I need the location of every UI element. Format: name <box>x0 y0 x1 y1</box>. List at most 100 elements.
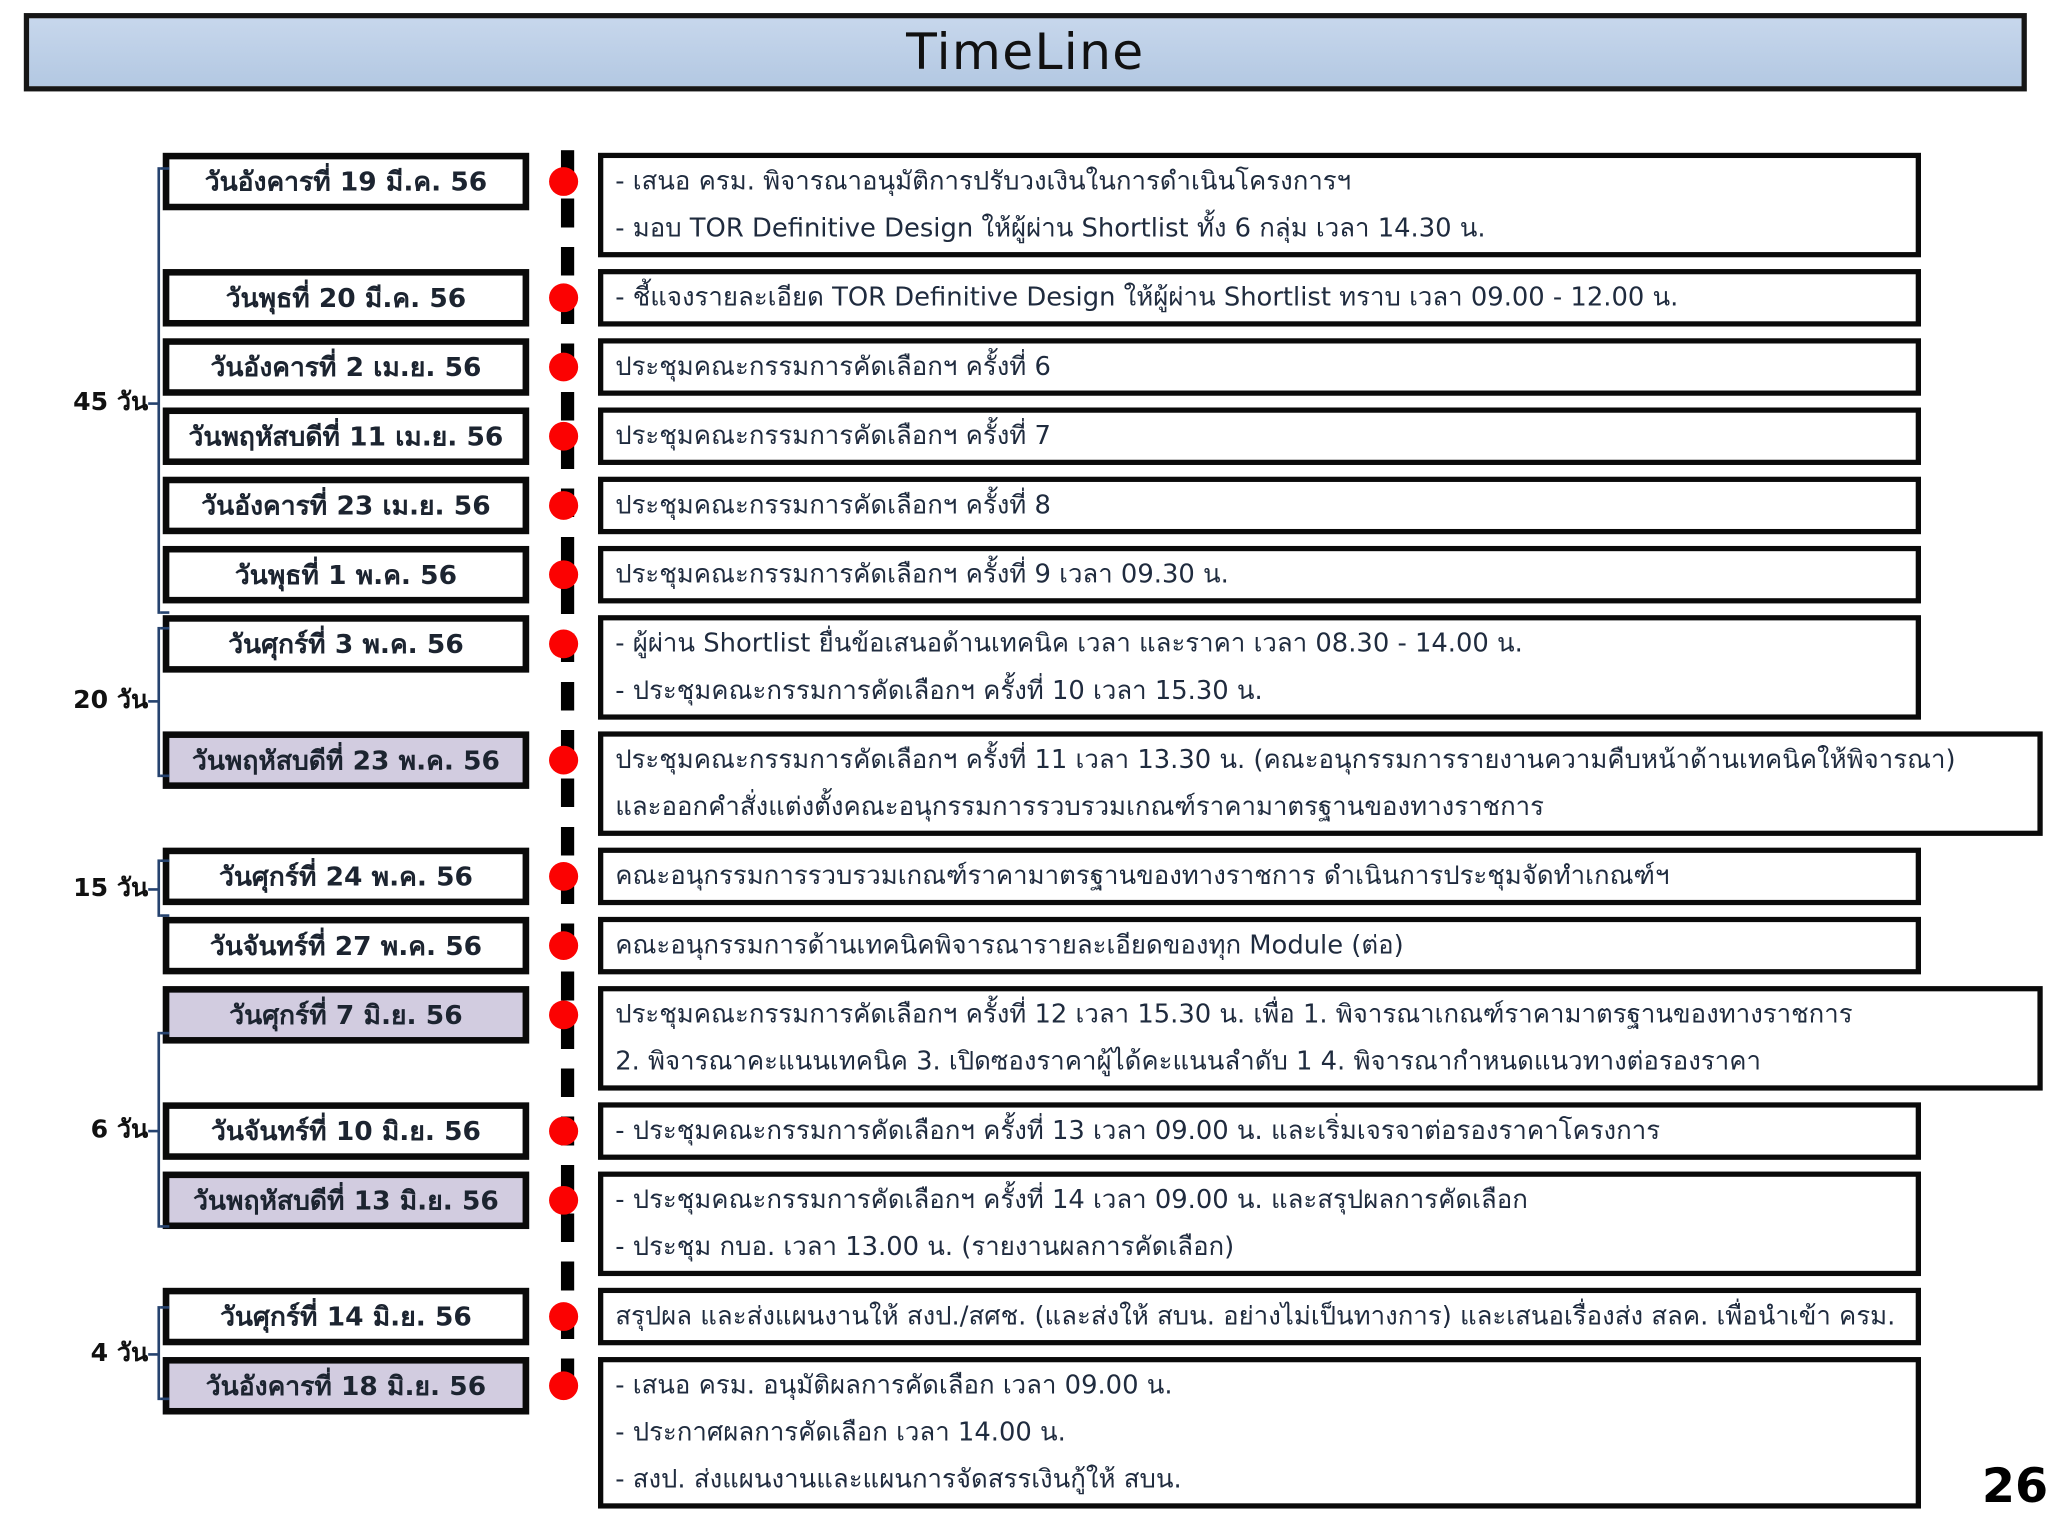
description-box: ประชุมคณะกรรมการคัดเลือกฯ ครั้งที่ 6 <box>597 338 1921 396</box>
bracket-tick <box>148 700 159 703</box>
description-line: คณะอนุกรรมการรวบรวมเกณฑ์ราคามาตรฐานของทา… <box>615 860 1670 891</box>
timeline-row: วันจันทร์ที่ 10 มิ.ย. 56 - ประชุมคณะกรรมก… <box>0 1102 2048 1160</box>
description-line: - ประกาศผลการคัดเลือก เวลา 14.00 น. <box>615 1417 1066 1448</box>
duration-bracket <box>148 1306 170 1401</box>
date-box: วันศุกร์ที่ 14 มิ.ย. 56 <box>162 1287 530 1346</box>
dot-column <box>529 546 598 590</box>
description-box: ประชุมคณะกรรมการคัดเลือกฯ ครั้งที่ 8 <box>597 476 1921 535</box>
description-line: ประชุมคณะกรรมการคัดเลือกฯ ครั้งที่ 7 <box>615 420 1051 451</box>
milestone-dot-icon <box>549 1371 579 1401</box>
dot-column <box>529 1172 598 1215</box>
timeline-row: วันศุกร์ที่ 7 มิ.ย. 56 ประชุมคณะกรรมการคั… <box>0 986 2048 1091</box>
description-box: คณะอนุกรรมการด้านเทคนิคพิจารณารายละเอียด… <box>597 916 1921 975</box>
dot-column <box>529 153 598 196</box>
milestone-dot-icon <box>549 629 579 659</box>
date-box: วันศุกร์ที่ 3 พ.ค. 56 <box>162 615 530 673</box>
page-number: 26 <box>1981 1460 2048 1514</box>
description-line: ประชุมคณะกรรมการคัดเลือกฯ ครั้งที่ 11 เว… <box>615 744 1956 775</box>
bracket-tick <box>148 1353 159 1356</box>
duration-bracket <box>148 167 170 614</box>
timeline-row: วันอังคารที่ 19 มี.ค. 56 - เสนอ ครม. พิจา… <box>0 152 2048 258</box>
description-line: - เสนอ ครม. พิจารณาอนุมัติการปรับวงเงินใ… <box>615 165 1352 196</box>
dot-column <box>529 917 598 960</box>
dot-column <box>529 477 598 520</box>
description-line: - ประชุมคณะกรรมการคัดเลือกฯ ครั้งที่ 14 … <box>615 1184 1528 1215</box>
dot-column <box>529 1288 598 1331</box>
milestone-dot-icon <box>549 1185 579 1215</box>
description-line: 2. พิจารณาคะแนนเทคนิค 3. เปิดซองราคาผู้ไ… <box>615 1046 1761 1077</box>
description-box: คณะอนุกรรมการรวบรวมเกณฑ์ราคามาตรฐานของทา… <box>597 847 1921 906</box>
timeline-row: วันอังคารที่ 2 เม.ย. 56 ประชุมคณะกรรมการค… <box>0 338 2048 396</box>
dot-column <box>529 986 598 1030</box>
description-box: - ชี้แจงรายละเอียด TOR Definitive Design… <box>597 269 1921 327</box>
milestone-dot-icon <box>549 1302 579 1331</box>
timeline-row: วันพุธที่ 1 พ.ค. 56 ประชุมคณะกรรมการคัดเล… <box>0 545 2048 604</box>
description-box: สรุปผล และส่งแผนงานให้ สงป./สศช. (และส่ง… <box>597 1287 1921 1346</box>
date-box: วันอังคารที่ 2 เม.ย. 56 <box>162 338 530 396</box>
timeline-row: วันพฤหัสบดีที่ 23 พ.ค. 56 ประชุมคณะกรรมกา… <box>0 731 2048 836</box>
date-box: วันอังคารที่ 18 มิ.ย. 56 <box>162 1357 530 1415</box>
description-line: ประชุมคณะกรรมการคัดเลือกฯ ครั้งที่ 8 <box>615 489 1051 520</box>
date-box: วันจันทร์ที่ 27 พ.ค. 56 <box>162 916 530 975</box>
description-box: ประชุมคณะกรรมการคัดเลือกฯ ครั้งที่ 9 เวล… <box>597 545 1921 604</box>
date-box: วันพุธที่ 1 พ.ค. 56 <box>162 545 530 604</box>
duration-bracket <box>148 859 170 917</box>
description-line: และออกคำสั่งแต่งตั้งคณะอนุกรรมการรวบรวมเ… <box>615 791 1545 822</box>
description-line: - ประชุมคณะกรรมการคัดเลือกฯ ครั้งที่ 13 … <box>615 1115 1661 1146</box>
dot-column <box>529 408 598 451</box>
date-box: วันศุกร์ที่ 24 พ.ค. 56 <box>162 847 530 906</box>
description-box: - ประชุมคณะกรรมการคัดเลือกฯ ครั้งที่ 13 … <box>597 1102 1921 1160</box>
dot-column <box>529 1357 598 1401</box>
timeline-row: วันอังคารที่ 23 เม.ย. 56 ประชุมคณะกรรมการ… <box>0 476 2048 535</box>
dot-column <box>529 848 598 891</box>
page-title: TimeLine <box>906 23 1145 81</box>
bracket-tick <box>148 888 159 891</box>
description-box: ประชุมคณะกรรมการคัดเลือกฯ ครั้งที่ 7 <box>597 407 1921 465</box>
description-line: - เสนอ ครม. อนุมัติผลการคัดเลือก เวลา 09… <box>615 1370 1173 1401</box>
milestone-dot-icon <box>549 931 579 960</box>
dot-column <box>529 731 598 775</box>
milestone-dot-icon <box>549 1116 579 1146</box>
description-box: - เสนอ ครม. พิจารณาอนุมัติการปรับวงเงินใ… <box>597 152 1921 258</box>
description-line: - ผู้ผ่าน Shortlist ยื่นข้อเสนอด้านเทคนิ… <box>615 628 1523 659</box>
dot-column <box>529 1102 598 1146</box>
milestone-dot-icon <box>549 352 579 382</box>
date-box: วันอังคารที่ 19 มี.ค. 56 <box>162 152 530 211</box>
timeline-row: วันพฤหัสบดีที่ 11 เม.ย. 56 ประชุมคณะกรรมก… <box>0 407 2048 465</box>
duration-label: 20 วัน <box>73 685 149 715</box>
timeline-row: วันพุธที่ 20 มี.ค. 56 - ชี้แจงรายละเอียด … <box>0 269 2048 327</box>
description-box: - ผู้ผ่าน Shortlist ยื่นข้อเสนอด้านเทคนิ… <box>597 615 1921 720</box>
description-line: คณะอนุกรรมการด้านเทคนิคพิจารณารายละเอียด… <box>615 929 1404 960</box>
timeline-row: วันศุกร์ที่ 3 พ.ค. 56 - ผู้ผ่าน Shortlist… <box>0 615 2048 720</box>
date-box: วันพฤหัสบดีที่ 11 เม.ย. 56 <box>162 407 530 465</box>
milestone-dot-icon <box>549 745 579 775</box>
milestone-dot-icon <box>549 862 579 891</box>
milestone-dot-icon <box>549 421 579 451</box>
date-box: วันพุธที่ 20 มี.ค. 56 <box>162 269 530 327</box>
description-line: ประชุมคณะกรรมการคัดเลือกฯ ครั้งที่ 6 <box>615 351 1051 382</box>
milestone-dot-icon <box>549 283 579 313</box>
milestone-dot-icon <box>549 491 579 520</box>
description-line: - ชี้แจงรายละเอียด TOR Definitive Design… <box>615 282 1679 313</box>
description-line: ประชุมคณะกรรมการคัดเลือกฯ ครั้งที่ 12 เว… <box>615 999 1853 1030</box>
duration-label: 6 วัน <box>90 1115 149 1145</box>
date-box: วันพฤหัสบดีที่ 13 มิ.ย. 56 <box>162 1171 530 1230</box>
timeline-row: วันจันทร์ที่ 27 พ.ค. 56 คณะอนุกรรมการด้าน… <box>0 916 2048 975</box>
bracket-tick <box>148 1129 159 1133</box>
timeline-row: วันศุกร์ที่ 14 มิ.ย. 56 สรุปผล และส่งแผนง… <box>0 1287 2048 1346</box>
milestone-dot-icon <box>549 167 579 196</box>
timeline-row: วันพฤหัสบดีที่ 13 มิ.ย. 56 - ประชุมคณะกรร… <box>0 1171 2048 1277</box>
description-line: - สงป. ส่งแผนงานและแผนการจัดสรรเงินกู้ให… <box>615 1464 1182 1495</box>
duration-bracket <box>148 1031 170 1228</box>
duration-bracket <box>148 626 170 778</box>
date-box: วันพฤหัสบดีที่ 23 พ.ค. 56 <box>162 731 530 789</box>
date-box: วันจันทร์ที่ 10 มิ.ย. 56 <box>162 1102 530 1160</box>
milestone-dot-icon <box>549 560 579 590</box>
description-box: ประชุมคณะกรรมการคัดเลือกฯ ครั้งที่ 11 เว… <box>597 731 2043 836</box>
description-line: - ประชุมคณะกรรมการคัดเลือกฯ ครั้งที่ 10 … <box>615 675 1263 706</box>
date-box: วันอังคารที่ 23 เม.ย. 56 <box>162 476 530 535</box>
milestone-dot-icon <box>549 1000 579 1030</box>
timeline-row: วันศุกร์ที่ 24 พ.ค. 56 คณะอนุกรรมการรวบรว… <box>0 847 2048 906</box>
timeline-row: วันอังคารที่ 18 มิ.ย. 56 - เสนอ ครม. อนุม… <box>0 1357 2048 1509</box>
